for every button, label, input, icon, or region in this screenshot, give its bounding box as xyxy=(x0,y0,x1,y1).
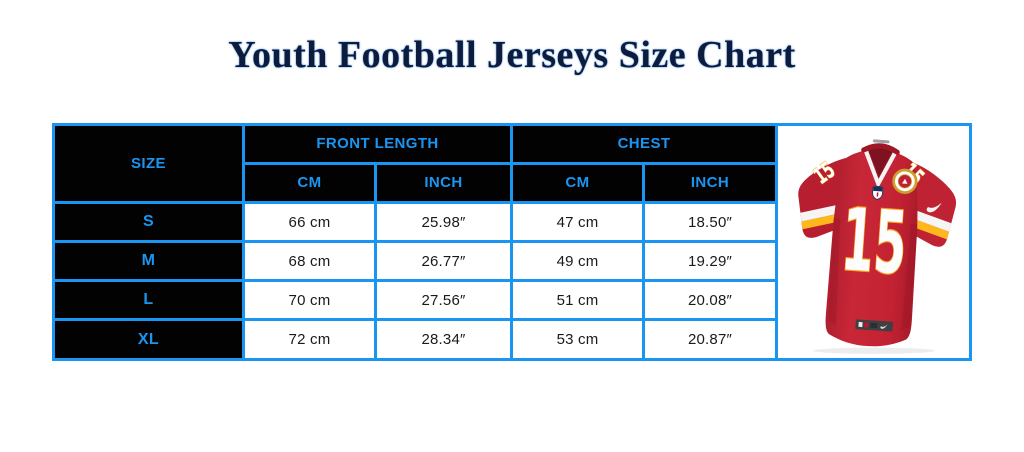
chest-inch: 19.29″ xyxy=(642,240,778,283)
jersey-cell: 15 15 xyxy=(775,122,972,361)
size-chart-page: Youth Football Jerseys Size Chart SIZE F… xyxy=(0,34,1024,452)
size-label: S xyxy=(51,200,245,244)
front-length-inch: 25.98″ xyxy=(373,200,514,244)
size-label: L xyxy=(51,279,245,322)
jersey-chest-number: 15 xyxy=(838,190,909,294)
chest-inch: 20.08″ xyxy=(642,279,778,322)
chest-cm: 51 cm xyxy=(510,279,645,322)
hanger-loop xyxy=(872,139,889,144)
front-length-inch: 26.77″ xyxy=(373,240,514,283)
header-row-units: CM INCH CM INCH xyxy=(53,161,970,205)
jersey-shadow xyxy=(812,347,935,354)
col-header-front-cm: CM xyxy=(241,161,377,205)
chest-cm: 53 cm xyxy=(510,318,645,361)
chest-inch: 18.50″ xyxy=(642,200,778,244)
front-length-inch: 28.34″ xyxy=(373,318,514,361)
header-row-groups: SIZE FRONT LENGTH CHEST xyxy=(51,122,972,361)
front-length-cm: 72 cm xyxy=(241,318,377,361)
collar-top-band xyxy=(860,143,900,155)
chest-cm: 49 cm xyxy=(510,240,645,283)
col-header-size: SIZE xyxy=(51,122,245,205)
size-label: XL xyxy=(51,318,245,361)
table-row-m: M 68 cm 26.77″ 49 cm 19.29″ xyxy=(51,240,970,283)
jersey-image: 15 15 xyxy=(794,139,959,354)
front-length-cm: 70 cm xyxy=(241,279,377,322)
jock-tag xyxy=(854,319,893,332)
nike-swoosh-icon xyxy=(926,202,942,213)
table-row-xl: XL 72 cm 28.34″ 53 cm 20.87″ xyxy=(51,318,970,361)
col-header-front-inch: INCH xyxy=(373,161,514,205)
front-length-cm: 66 cm xyxy=(241,200,377,244)
collar-inner-shadow xyxy=(865,146,895,182)
col-header-chest-cm: CM xyxy=(510,161,645,205)
chest-cm: 47 cm xyxy=(510,200,645,244)
col-header-chest-inch: INCH xyxy=(642,161,778,205)
collar-inner-line xyxy=(867,150,892,179)
page-title: Youth Football Jerseys Size Chart xyxy=(228,34,796,76)
col-header-front-length: FRONT LENGTH xyxy=(241,122,514,165)
size-chart-table: SIZE FRONT LENGTH CHEST xyxy=(51,122,972,361)
mesh-panel-right xyxy=(900,223,918,330)
team-patch-icon xyxy=(891,168,918,194)
table-row-l: L 70 cm 27.56″ 51 cm 20.08″ xyxy=(51,279,970,322)
mesh-panel-left xyxy=(827,218,840,326)
table-row-s: S 66 cm 25.98″ 47 cm 18.50″ xyxy=(51,200,970,244)
nfl-shield-icon xyxy=(871,185,883,200)
front-length-cm: 68 cm xyxy=(241,240,377,283)
collar-white-trim xyxy=(863,150,896,189)
jersey-body xyxy=(825,149,917,346)
chest-inch: 20.87″ xyxy=(642,318,778,361)
size-label: M xyxy=(51,240,245,283)
front-length-inch: 27.56″ xyxy=(373,279,514,322)
col-header-chest: CHEST xyxy=(510,122,778,165)
